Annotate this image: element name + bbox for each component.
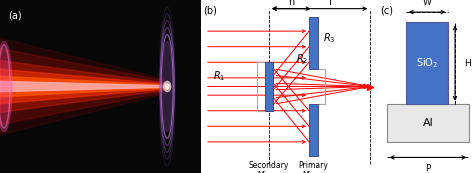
Polygon shape — [0, 76, 165, 97]
Polygon shape — [0, 38, 165, 135]
Text: $R_3$: $R_3$ — [323, 31, 336, 45]
Ellipse shape — [162, 42, 173, 131]
Ellipse shape — [0, 42, 12, 131]
Text: (c): (c) — [380, 5, 393, 15]
Text: f: f — [328, 0, 332, 7]
Ellipse shape — [164, 81, 171, 92]
Polygon shape — [0, 48, 165, 125]
Polygon shape — [0, 69, 165, 104]
Bar — [264, 62, 273, 111]
Text: Al: Al — [423, 118, 433, 128]
Text: h: h — [288, 0, 294, 7]
Bar — [406, 22, 448, 104]
Ellipse shape — [165, 84, 169, 89]
Bar — [309, 17, 318, 69]
Bar — [387, 104, 469, 142]
Text: W: W — [423, 0, 431, 7]
Text: SiO$_2$: SiO$_2$ — [416, 56, 438, 70]
Text: (a): (a) — [8, 10, 22, 20]
Text: (b): (b) — [203, 5, 217, 15]
Text: Primary
Mirror: Primary Mirror — [299, 161, 328, 173]
Bar — [309, 104, 318, 156]
Polygon shape — [0, 61, 165, 112]
Polygon shape — [0, 81, 165, 92]
Text: $R_1$: $R_1$ — [213, 69, 226, 83]
Text: P: P — [425, 164, 431, 173]
Text: H: H — [465, 59, 471, 68]
Text: Secondary
Mirror: Secondary Mirror — [249, 161, 289, 173]
Text: $R_2$: $R_2$ — [296, 52, 308, 66]
